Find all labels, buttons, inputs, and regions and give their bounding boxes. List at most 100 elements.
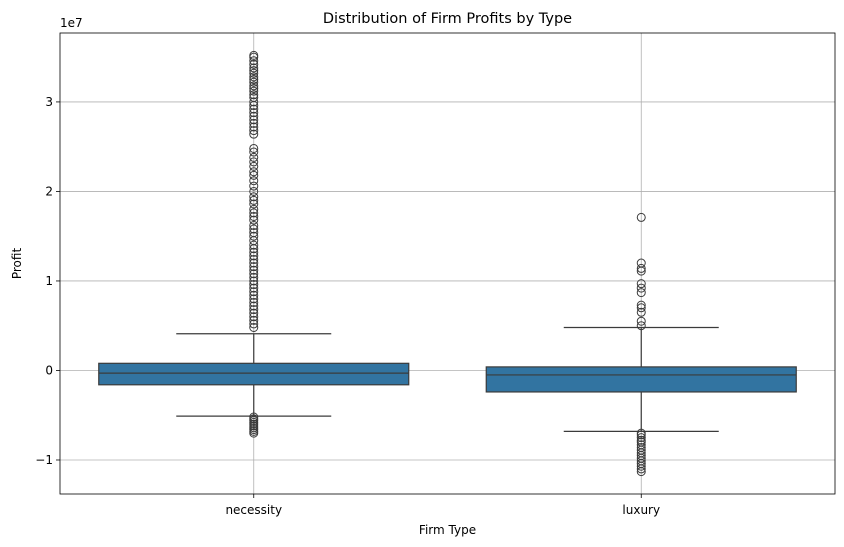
- outlier-point: [636, 464, 646, 474]
- outlier-point: [249, 63, 259, 73]
- iqr-box: [98, 362, 410, 386]
- x-tick-label: necessity: [225, 503, 282, 517]
- outlier-point: [249, 111, 259, 121]
- outlier-point: [249, 152, 259, 162]
- outlier-point: [249, 262, 259, 272]
- outlier-point: [249, 290, 259, 300]
- grid-lines: [60, 33, 835, 494]
- y-tick-label: 2: [45, 184, 53, 198]
- outlier-point: [249, 312, 259, 322]
- outlier-point: [249, 220, 259, 230]
- outlier-point: [636, 288, 646, 298]
- x-axis-label: Firm Type: [419, 523, 476, 537]
- outlier-point: [249, 90, 259, 100]
- outlier-point: [249, 269, 259, 279]
- outlier-point: [249, 83, 259, 93]
- outlier-point: [636, 307, 646, 317]
- outlier-point: [249, 181, 259, 191]
- y-offset-label: 1e7: [60, 16, 83, 30]
- outlier-point: [249, 204, 259, 214]
- outlier-point: [249, 272, 259, 282]
- outlier-point: [636, 266, 646, 276]
- outlier-point: [249, 287, 259, 297]
- outlier-point: [249, 118, 259, 128]
- outlier-point: [249, 195, 259, 205]
- boxes-layer: [98, 50, 797, 477]
- outlier-point: [249, 212, 259, 222]
- outlier-point: [249, 319, 259, 329]
- outlier-point: [249, 240, 259, 250]
- outlier-point: [249, 280, 259, 290]
- outlier-point: [249, 86, 259, 96]
- y-tick-label: −1: [35, 453, 53, 467]
- outlier-point: [249, 215, 259, 225]
- outlier-point: [249, 294, 259, 304]
- outlier-point: [249, 167, 259, 177]
- outlier-point: [249, 186, 259, 196]
- outlier-point: [249, 104, 259, 114]
- outlier-point: [249, 170, 259, 180]
- outlier-point: [636, 300, 646, 310]
- outlier-point: [636, 433, 646, 443]
- outlier-point: [249, 59, 259, 69]
- outlier-point: [249, 231, 259, 241]
- outlier-point: [249, 101, 259, 111]
- outlier-point: [249, 192, 259, 202]
- outlier-point: [249, 68, 259, 78]
- outlier-point: [249, 428, 259, 438]
- outlier-point: [249, 66, 259, 76]
- y-tick-label: 3: [45, 95, 53, 109]
- outlier-point: [249, 247, 259, 257]
- outlier-point: [249, 147, 259, 157]
- outlier-point: [249, 157, 259, 167]
- outlier-point: [636, 212, 646, 222]
- outlier-point: [249, 251, 259, 261]
- outlier-point: [249, 77, 259, 87]
- outlier-point: [249, 315, 259, 325]
- y-axis-label: Profit: [10, 248, 24, 280]
- outlier-point: [249, 81, 259, 91]
- outlier-point: [249, 129, 259, 139]
- outlier-point: [249, 301, 259, 311]
- outlier-point: [249, 199, 259, 209]
- outlier-point: [636, 461, 646, 471]
- outlier-point: [636, 303, 646, 313]
- outlier-point: [249, 297, 259, 307]
- outlier-point: [249, 143, 259, 153]
- box-luxury: [485, 212, 797, 477]
- y-tick-label: 0: [45, 363, 53, 377]
- outlier-point: [249, 75, 259, 85]
- outlier-point: [249, 308, 259, 318]
- chart-title: Distribution of Firm Profits by Type: [323, 11, 572, 27]
- outlier-point: [249, 244, 259, 254]
- outlier-point: [249, 126, 259, 136]
- outlier-point: [249, 115, 259, 125]
- outlier-point: [249, 258, 259, 268]
- outlier-point: [636, 279, 646, 289]
- outlier-point: [249, 323, 259, 333]
- x-axis: necessity luxury: [225, 494, 660, 517]
- y-axis: −1 0 1 2 3: [35, 95, 60, 467]
- outlier-point: [249, 122, 259, 132]
- outlier-point: [249, 283, 259, 293]
- outlier-point: [249, 276, 259, 286]
- iqr-box: [485, 366, 797, 393]
- outlier-point: [249, 305, 259, 315]
- outlier-point: [249, 224, 259, 234]
- outlier-point: [249, 72, 259, 82]
- plot-area-frame: [59, 32, 836, 495]
- outlier-point: [249, 108, 259, 118]
- outlier-point: [249, 52, 259, 62]
- outlier-point: [249, 254, 259, 264]
- outlier-point: [249, 97, 259, 107]
- outlier-point: [249, 56, 259, 66]
- outlier-point: [636, 316, 646, 326]
- outlier-point: [636, 321, 646, 331]
- outlier-point: [249, 176, 259, 186]
- box-necessity: [98, 50, 410, 438]
- outlier-point: [249, 161, 259, 171]
- x-tick-label: luxury: [622, 503, 660, 517]
- outlier-point: [636, 283, 646, 293]
- outlier-point: [249, 265, 259, 275]
